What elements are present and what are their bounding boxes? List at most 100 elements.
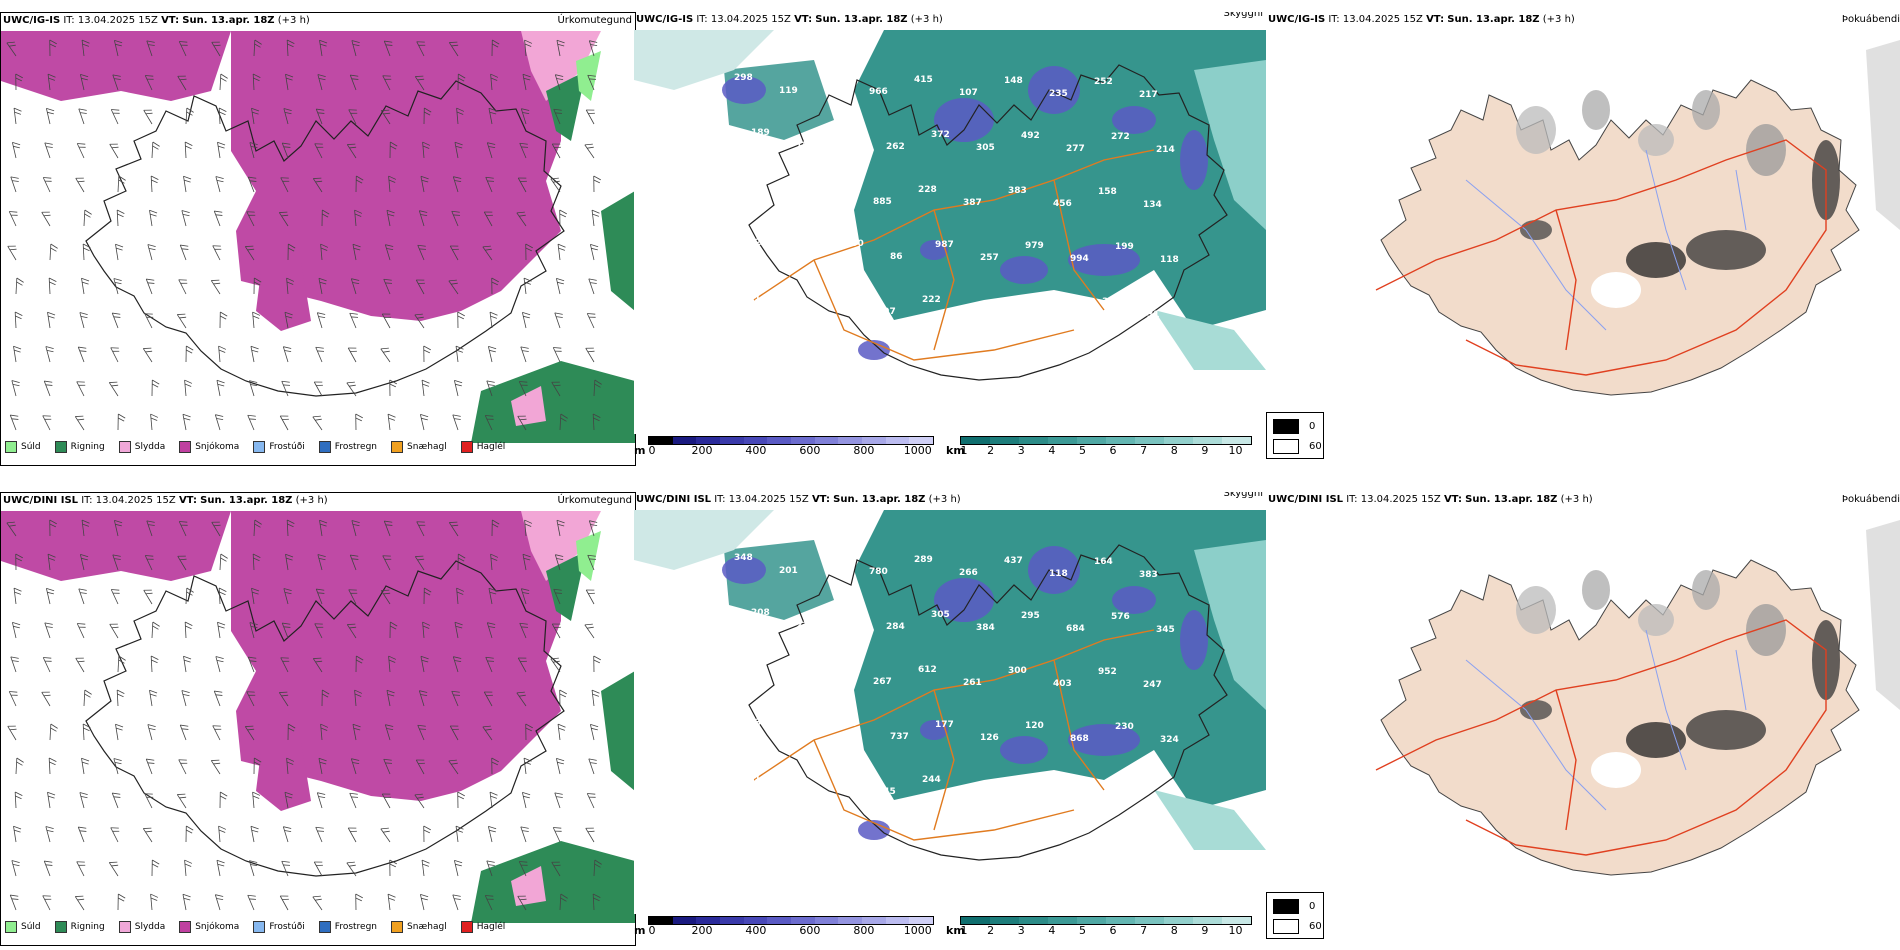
ceiling-label: 212 xyxy=(796,621,815,631)
colorbar-cell xyxy=(961,437,990,444)
ceiling-label: 118 xyxy=(1160,255,1179,265)
colorbar-tick: 1 xyxy=(960,444,968,457)
ceiling-label: 994 xyxy=(1070,254,1089,264)
model-name: UWC/IG-IS xyxy=(3,15,61,26)
ceiling-label: 69 xyxy=(845,719,858,729)
ceiling-label: 178 xyxy=(738,663,757,673)
ceiling-label: 737 xyxy=(890,732,909,742)
colorbar-cell xyxy=(1048,437,1077,444)
panel-header: UWC/DINI ISL IT: 13.04.2025 15Z VT: Sun.… xyxy=(634,492,1266,508)
colorbar-cell xyxy=(862,917,886,924)
fog-legend-item: 60 xyxy=(1273,439,1322,454)
visibility-colorbar: km 1 2 3 4 5 6 7 8 9 10 xyxy=(946,436,1256,458)
ceiling-label: 456 xyxy=(1053,199,1072,209)
colorbar-cell xyxy=(862,437,886,444)
ceiling-label: 868 xyxy=(1070,734,1089,744)
panel-title: Skyggni xyxy=(1223,12,1263,19)
colorbar-cell xyxy=(885,437,910,444)
ceiling-label: 403 xyxy=(1053,679,1072,689)
legend-swatch xyxy=(54,441,67,453)
ceiling-label: 385 xyxy=(800,251,819,261)
legend-label: Haglél xyxy=(476,922,506,932)
legend-swatch xyxy=(54,921,67,933)
ceiling-label: 305 xyxy=(931,610,950,620)
colorbar-cell xyxy=(1135,437,1164,444)
colorbar-cell xyxy=(838,437,863,444)
panel-title: Úrkomutegund xyxy=(557,15,632,26)
legend-label: Súld xyxy=(21,442,41,452)
colorbar-tick: 4 xyxy=(1048,444,1056,457)
colorbar-tick: 10 xyxy=(1228,924,1243,937)
panel-header: UWC/IG-IS IT: 13.04.2025 15Z VT: Sun. 13… xyxy=(1266,12,1900,28)
legend-label: Slydda xyxy=(134,442,166,452)
legend-label: Haglél xyxy=(476,442,506,452)
legend-item: Snjókoma xyxy=(179,921,239,933)
colorbar-cell xyxy=(885,917,910,924)
colorbar-tick: 400 xyxy=(745,924,767,937)
ceiling-label: 275 xyxy=(1012,296,1031,306)
fog-legend-row1: 0 60 xyxy=(1266,412,1324,459)
colorbar-tick: 10 xyxy=(1228,444,1243,457)
ceiling-label: 209 xyxy=(824,74,843,84)
panel-title: Þokuábendi xyxy=(1841,494,1900,505)
legend-item: Frostúði xyxy=(253,921,305,933)
legend-item: Frostregn xyxy=(318,441,377,453)
colorbar-cell xyxy=(696,437,721,444)
fog-legend-label: 60 xyxy=(1309,921,1322,932)
ceiling-label: 298 xyxy=(832,294,851,304)
ceiling-label: 411 xyxy=(783,196,802,206)
panel-header: UWC/IG-IS IT: 13.04.2025 15Z VT: Sun. 13… xyxy=(634,12,1266,28)
legend-label: Rigning xyxy=(70,442,105,452)
ceiling-label: 262 xyxy=(886,142,905,152)
fog-legend-label: 0 xyxy=(1309,421,1316,432)
legend-label: Snjókoma xyxy=(195,922,240,932)
model-name: UWC/DINI ISL xyxy=(3,495,79,506)
ceiling-label: 272 xyxy=(1111,132,1130,142)
colorbar-tick: 0 xyxy=(648,924,656,937)
colorbar-tick: 200 xyxy=(691,444,713,457)
ceiling-label: 81 xyxy=(967,788,980,798)
colorbar-tick: 0 xyxy=(648,444,656,457)
ceiling-label: 247 xyxy=(1143,680,1162,690)
ceiling-label: 201 xyxy=(779,566,798,576)
ceiling-label: 952 xyxy=(1098,667,1117,677)
ceiling-label: 148 xyxy=(1004,76,1023,86)
ceiling-label: 684 xyxy=(1066,624,1085,634)
legend-label: Súld xyxy=(21,922,41,932)
ceiling-label: 222 xyxy=(922,295,941,305)
colorbar-cell xyxy=(1164,437,1193,444)
legend-swatch xyxy=(179,921,192,933)
legend-item: Snæhagl xyxy=(391,441,447,453)
legend-swatch xyxy=(5,921,17,933)
ceiling-label: 201 xyxy=(742,293,761,303)
colorbar-cell xyxy=(767,437,792,444)
ceiling-label: 199 xyxy=(1115,242,1134,252)
legend-label: Snjókoma xyxy=(195,442,240,452)
legend-swatch xyxy=(118,921,131,933)
fog-map xyxy=(1266,30,1900,450)
fog-map xyxy=(1266,510,1900,930)
colorbar-tick: 5 xyxy=(1078,444,1086,457)
legend-swatch xyxy=(460,441,473,453)
legend-swatch xyxy=(460,921,473,933)
colorbar-cell xyxy=(672,437,697,444)
height-colorbar: m 0 200 400 600 800 1000 xyxy=(634,916,938,938)
ceiling-label: 281 xyxy=(967,308,986,318)
fog-legend-item: 0 xyxy=(1273,419,1315,434)
vis-panel-row2: UWC/DINI ISL IT: 13.04.2025 15Z VT: Sun.… xyxy=(634,492,1266,944)
ceiling-label: 86 xyxy=(890,252,903,262)
fog-panel-row1: UWC/IG-IS IT: 13.04.2025 15Z VT: Sun. 13… xyxy=(1266,12,1900,464)
colorbar-cell xyxy=(1164,917,1193,924)
colorbar-tick: 3 xyxy=(1017,444,1025,457)
precip-panel-row1: UWC/IG-IS IT: 13.04.2025 15Z VT: Sun. 13… xyxy=(0,12,636,466)
colorbar-unit: km xyxy=(946,444,965,457)
legend-label: Frostregn xyxy=(334,922,378,932)
colorbar-tick: 8 xyxy=(1170,924,1178,937)
legend-item: Frostregn xyxy=(318,921,378,933)
precip-panel-row2: UWC/DINI ISL IT: 13.04.2025 15Z VT: Sun.… xyxy=(0,492,636,946)
ceiling-label: 158 xyxy=(1098,187,1117,197)
ceiling-label: 118 xyxy=(1049,569,1068,579)
legend-swatch xyxy=(118,441,131,453)
ceiling-label: 107 xyxy=(959,88,978,98)
colorbar-tick: 600 xyxy=(799,444,821,457)
